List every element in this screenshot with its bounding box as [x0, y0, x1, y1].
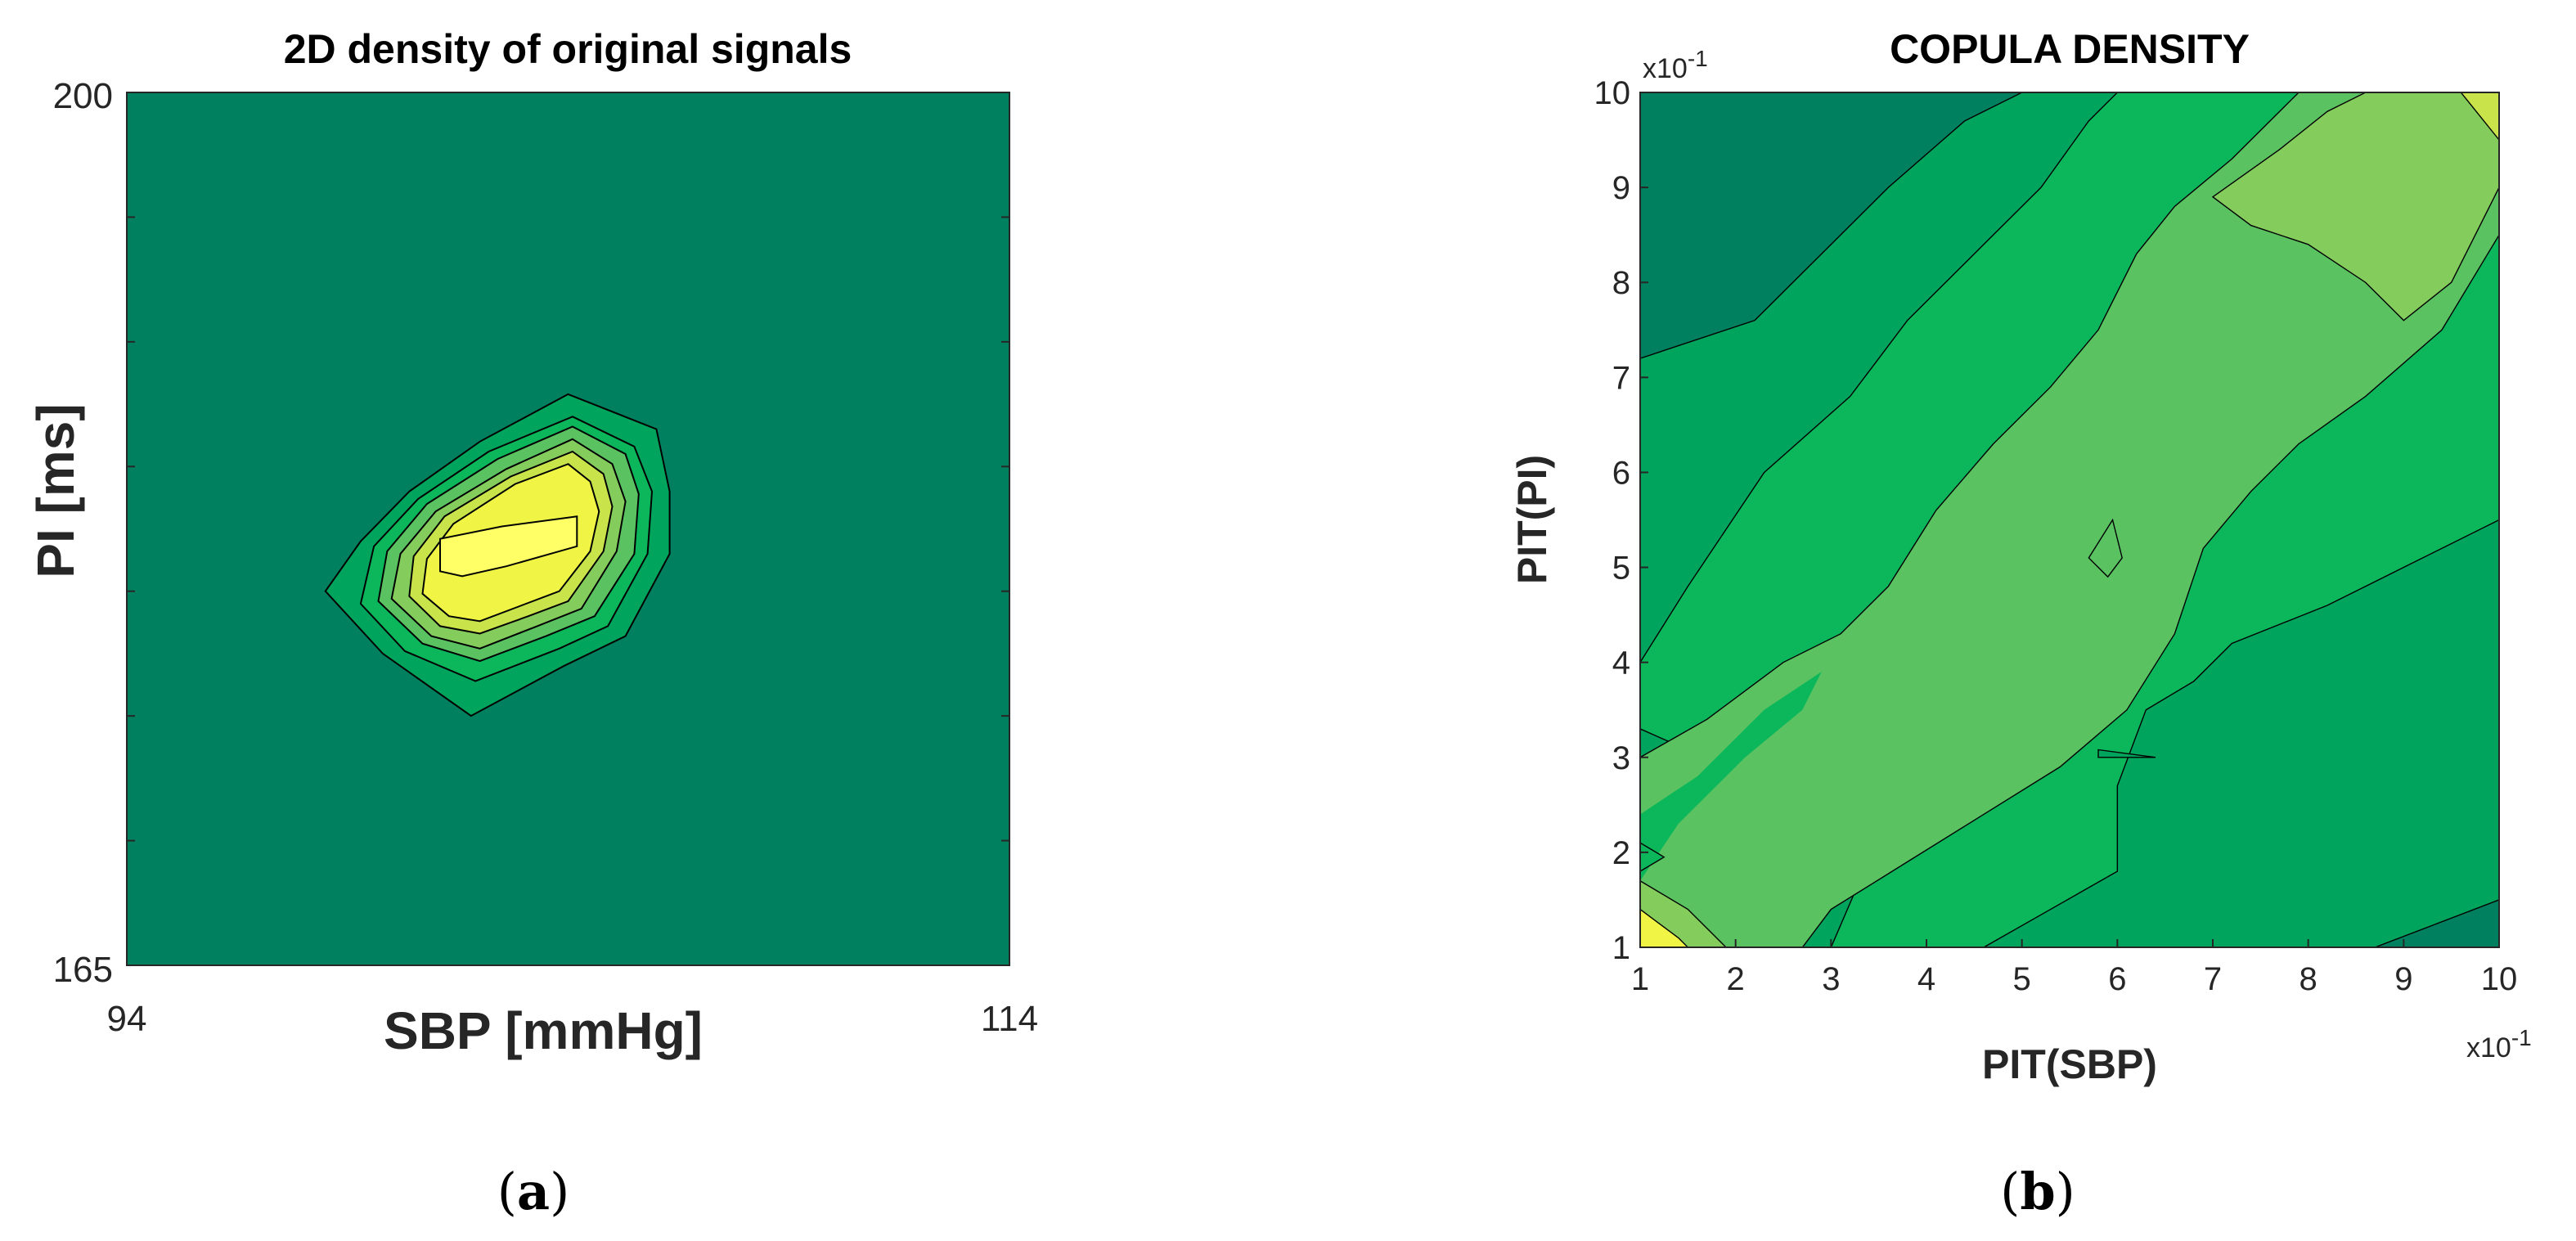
panel-b-xtick-label: 3 [1822, 961, 1840, 997]
panel-b-xtick-label: 7 [2204, 961, 2222, 997]
panel-b-contour-level4-upper [2211, 92, 2500, 321]
panel-b-xtick-label: 10 [2481, 961, 2518, 997]
panel-b-xtick-label: 6 [2108, 961, 2126, 997]
panel-b-xtick-label: 5 [2013, 961, 2031, 997]
panel-a-contour-level-7 [439, 515, 578, 578]
panel-a-xlabel: SBP [mmHg] [384, 1001, 703, 1060]
panel-b-contours [1639, 92, 2500, 948]
panel-b-xtick-label: 2 [1727, 961, 1745, 997]
panel-b-ylabel: PIT(PI) [1509, 455, 1555, 584]
panel-b: 1 2 3 4 5 6 7 8 9 10 1 2 3 4 5 6 7 8 9 10 COPULA DENSITY PI… [1509, 26, 2532, 1087]
panel-b-axes-box [1639, 92, 2500, 948]
panel-a-ylabel: PI [ms] [26, 403, 85, 578]
panel-b-xtick-label: 4 [1917, 961, 1935, 997]
panel-a-contours [324, 393, 671, 717]
panel-a-ytick-top: 200 [53, 76, 113, 116]
panel-b-ticks: 1 2 3 4 5 6 7 8 9 10 1 2 3 4 5 6 7 8 9 10 [1594, 75, 2518, 997]
panel-a-xtick-left: 94 [107, 999, 147, 1039]
panel-a: 2D density of original signals 200 165 9… [26, 26, 1038, 1060]
panel-a-ticks [127, 216, 1009, 842]
panel-b-xtick-label: 9 [2394, 961, 2412, 997]
panel-b-ytick-label: 1 [1612, 930, 1630, 966]
panel-a-axes-box [126, 92, 1010, 966]
panel-b-ytick-label: 7 [1612, 360, 1630, 396]
panel-b-contour-level3-gap [1640, 672, 1822, 881]
panel-b-ytick-label: 8 [1612, 265, 1630, 301]
panel-b-y-exponent: x10-1 [1643, 46, 1708, 84]
panel-b-x-exponent: x10-1 [2466, 1025, 2532, 1063]
panel-b-xtick-label: 8 [2300, 961, 2318, 997]
panel-a-label: (a) [497, 1162, 570, 1221]
panel-b-xtick-label: 1 [1631, 961, 1649, 997]
panel-a-ytick-bottom: 165 [53, 950, 113, 990]
panel-b-ytick-label: 9 [1612, 170, 1630, 206]
panel-a-xtick-right: 114 [981, 999, 1038, 1039]
panel-b-title: COPULA DENSITY [1890, 26, 2250, 72]
panel-a-title: 2D density of original signals [284, 26, 852, 72]
panel-b-ytick-label: 10 [1594, 75, 1631, 111]
panel-b-label: (b) [2000, 1162, 2075, 1221]
panel-b-ytick-label: 5 [1612, 551, 1630, 587]
panel-b-ytick-label: 3 [1612, 740, 1630, 776]
panel-b-xlabel: PIT(SBP) [1982, 1041, 2157, 1087]
panel-b-ytick-label: 4 [1612, 645, 1630, 681]
panel-b-ytick-label: 2 [1612, 835, 1630, 871]
panel-b-island-low [2097, 749, 2156, 758]
panel-b-island-mid [2088, 518, 2123, 578]
panel-b-ytick-label: 6 [1612, 455, 1630, 491]
